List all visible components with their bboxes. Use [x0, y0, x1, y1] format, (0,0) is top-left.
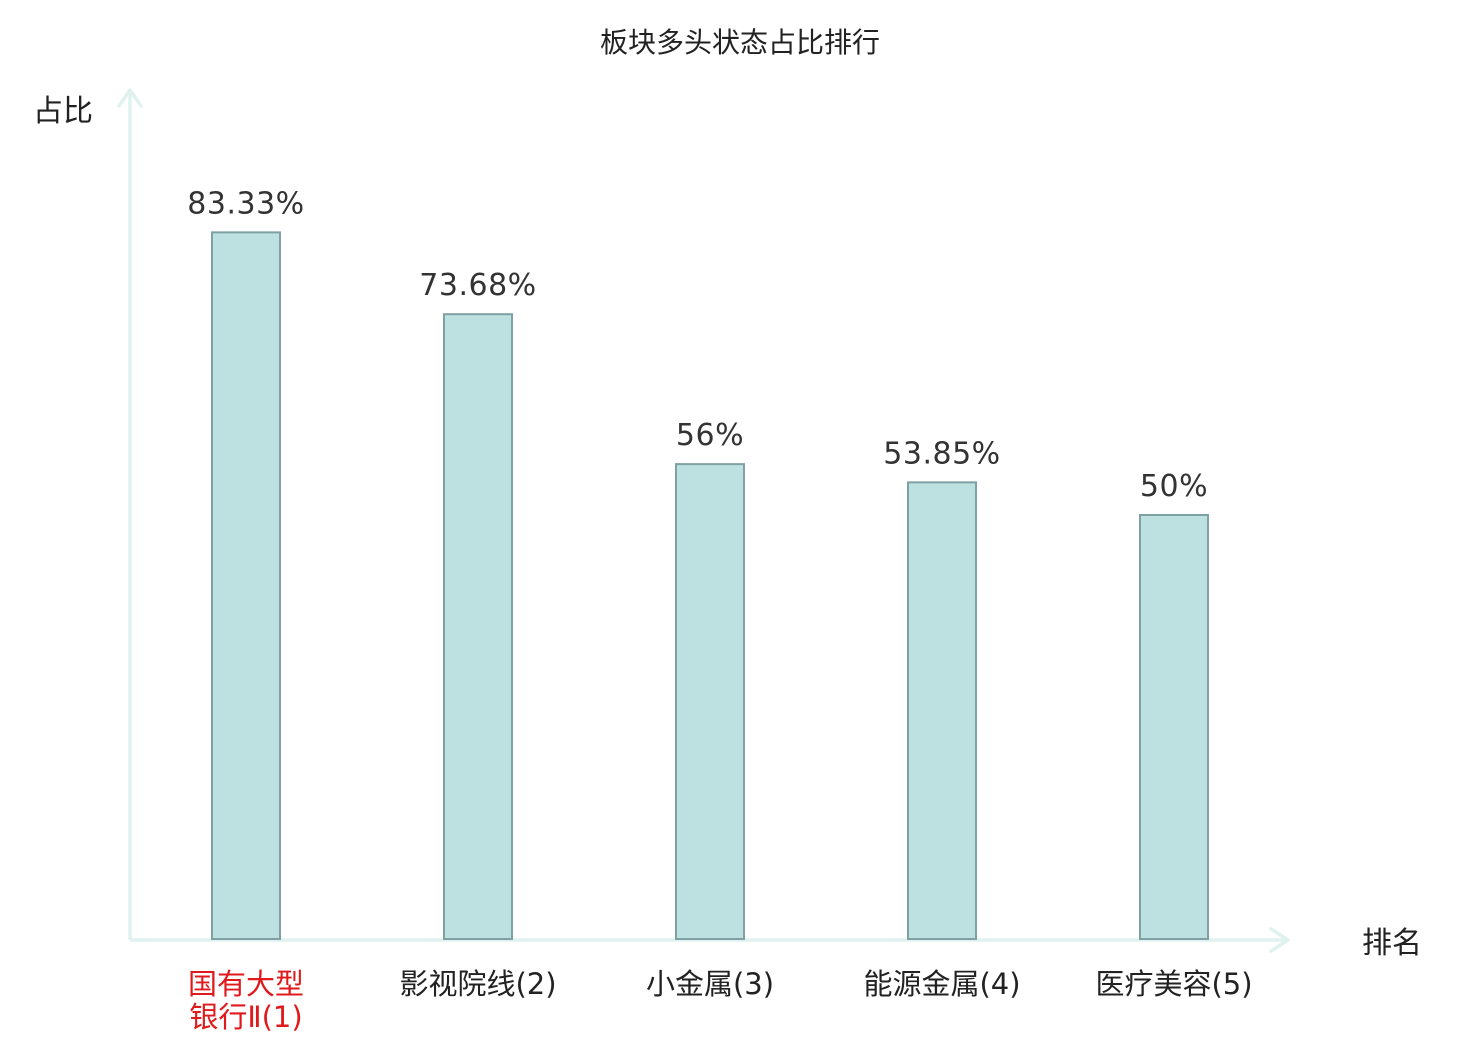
value-labels: 83.33% 73.68% 56% 53.85% 50% — [187, 186, 1208, 504]
value-label-3: 56% — [676, 418, 744, 453]
y-axis-arrow — [117, 88, 143, 108]
bar-3 — [675, 463, 745, 940]
bar-2 — [443, 313, 513, 940]
bar-1 — [211, 231, 281, 941]
category-label-5: 医疗美容(5) — [1095, 967, 1252, 1001]
bars — [211, 231, 1209, 941]
category-label-1-line-1: 国有大型 — [188, 967, 304, 1001]
category-label-1-line-2: 银行Ⅱ(1) — [189, 1000, 302, 1034]
bar-5 — [1139, 514, 1209, 940]
x-axis-arrow — [1269, 927, 1290, 953]
value-label-2: 73.68% — [419, 268, 536, 303]
value-label-5: 50% — [1140, 469, 1208, 504]
x-axis-label: 排名 — [1362, 926, 1422, 961]
bar-4 — [907, 481, 977, 940]
category-label-4: 能源金属(4) — [863, 967, 1020, 1001]
value-label-4: 53.85% — [883, 436, 1000, 471]
y-axis-label: 占比 — [33, 94, 93, 129]
category-label-3: 小金属(3) — [646, 967, 774, 1001]
value-label-1: 83.33% — [187, 186, 304, 221]
category-label-2: 影视院线(2) — [399, 967, 556, 1001]
chart-title: 板块多头状态占比排行 — [600, 26, 880, 59]
